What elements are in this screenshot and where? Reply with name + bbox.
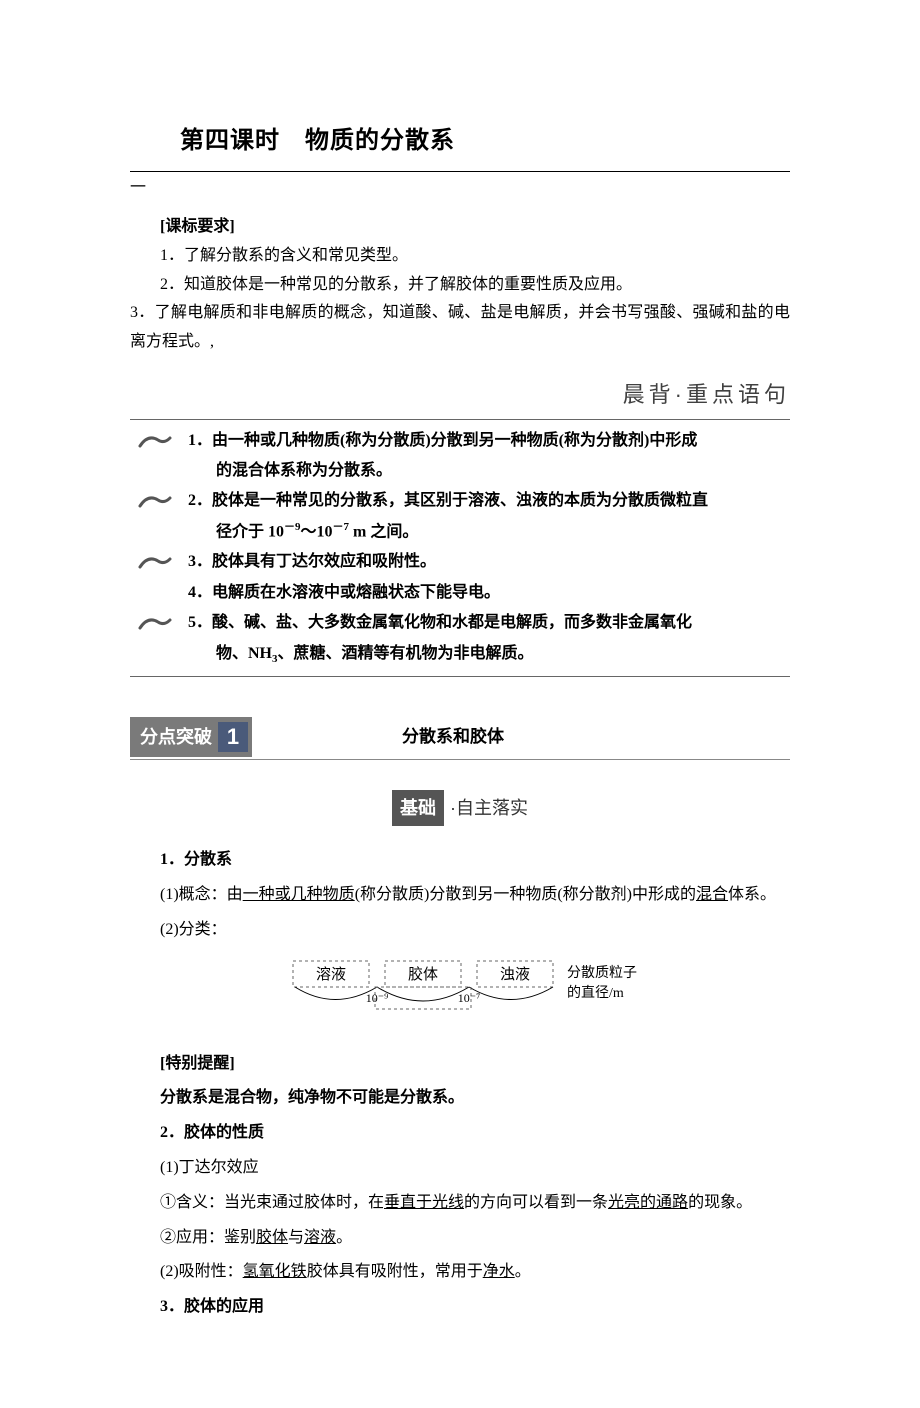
requirement-item: 1．了解分散系的含义和常见类型。 [160,242,790,271]
para-classify: (2)分类： [160,916,790,945]
heading-1: 1．分散系 [160,846,790,875]
svg-text:10⁻⁷: 10⁻⁷ [458,991,481,1005]
svg-text:的直径/m: 的直径/m [567,984,624,1001]
section-title: 分散系和胶体 [402,722,504,753]
flourish-icon [130,547,180,571]
svg-text:溶液: 溶液 [316,966,346,983]
requirements-list: 1．了解分散系的含义和常见类型。 2．知道胶体是一种常见的分散系，并了解胶体的重… [130,242,790,300]
svg-text:胶体: 胶体 [408,966,438,983]
sub-badge-box: 基础 [392,790,444,826]
para-adsorption: (2)吸附性：氢氧化铁胶体具有吸附性，常用于净水。 [160,1258,790,1287]
svg-text:浊液: 浊液 [500,966,530,983]
section-header: 分点突破 1 分散系和胶体 [130,717,790,760]
key-point-text: 5．酸、碱、盐、大多数金属氧化物和水都是电解质，而多数非金属氧化物、NH3、蔗糖… [188,608,790,669]
key-point-row: 2．胶体是一种常见的分散系，其区别于溶液、浊液的本质为分散质微粒直径介于 10－… [130,486,790,547]
svg-text:10⁻⁹: 10⁻⁹ [366,991,389,1005]
requirement-item: 2．知道胶体是一种常见的分散系，并了解胶体的重要性质及应用。 [160,271,790,300]
classification-diagram: 溶液 胶体 浊液 10⁻⁹ 10⁻⁷ 分散质粒子 的直径/m [160,957,790,1038]
key-point-row: 1．由一种或几种物质(称为分散质)分散到另一种物质(称为分散剂)中形成的混合体系… [130,426,790,487]
continuation-char: 一 [130,174,790,203]
content-block: 1．分散系 (1)概念：由一种或几种物质(称分散质)分散到另一种物质(称分散剂)… [130,846,790,1322]
lesson-title: 第四课时 物质的分散系 [180,128,455,154]
morning-header: 晨背·重点语句 [130,375,790,415]
title-divider [130,171,790,172]
key-point-row: 3．胶体具有丁达尔效应和吸附性。 [130,547,790,577]
badge-number: 1 [218,722,248,752]
svg-text:分散质粒子: 分散质粒子 [567,965,637,981]
requirements-header: [课标要求] [130,213,790,242]
reminder-text: 分散系是混合物，纯净物不可能是分散系。 [160,1084,790,1113]
key-point-text: 3．胶体具有丁达尔效应和吸附性。 [188,547,790,577]
key-point-text: 4．电解质在水溶液中或熔融状态下能导电。 [188,578,790,608]
flourish-icon [130,426,180,450]
key-point-text: 2．胶体是一种常见的分散系，其区别于溶液、浊液的本质为分散质微粒直径介于 10－… [188,486,790,547]
para-tyndall-def: ①含义：当光束通过胶体时，在垂直于光线的方向可以看到一条光亮的通路的现象。 [160,1189,790,1218]
para-concept: (1)概念：由一种或几种物质(称分散质)分散到另一种物质(称分散剂)中形成的混合… [160,881,790,910]
para-tyndall-app: ②应用：鉴别胶体与溶液。 [160,1224,790,1253]
key-points-box: 1．由一种或几种物质(称为分散质)分散到另一种物质(称为分散剂)中形成的混合体系… [130,419,790,677]
flourish-icon [130,608,180,632]
requirement-item: 3．了解电解质和非电解质的概念，知道酸、碱、盐是电解质，并会书写强酸、强碱和盐的… [130,299,790,357]
heading-3: 3．胶体的应用 [160,1293,790,1322]
key-point-text: 1．由一种或几种物质(称为分散质)分散到另一种物质(称为分散剂)中形成的混合体系… [188,426,790,487]
key-point-row: 4．电解质在水溶液中或熔融状态下能导电。 [130,578,790,608]
para-tyndall: (1)丁达尔效应 [160,1154,790,1183]
badge-text: 分点突破 [140,721,212,753]
sub-badge-text: ·自主落实 [450,792,528,824]
flourish-icon [130,486,180,510]
heading-2: 2．胶体的性质 [160,1119,790,1148]
reminder-header: [特别提醒] [160,1050,790,1079]
key-point-row: 5．酸、碱、盐、大多数金属氧化物和水都是电解质，而多数非金属氧化物、NH3、蔗糖… [130,608,790,669]
sub-badge-row: 基础 ·自主落实 [130,790,790,826]
section-badge: 分点突破 1 [130,717,252,757]
